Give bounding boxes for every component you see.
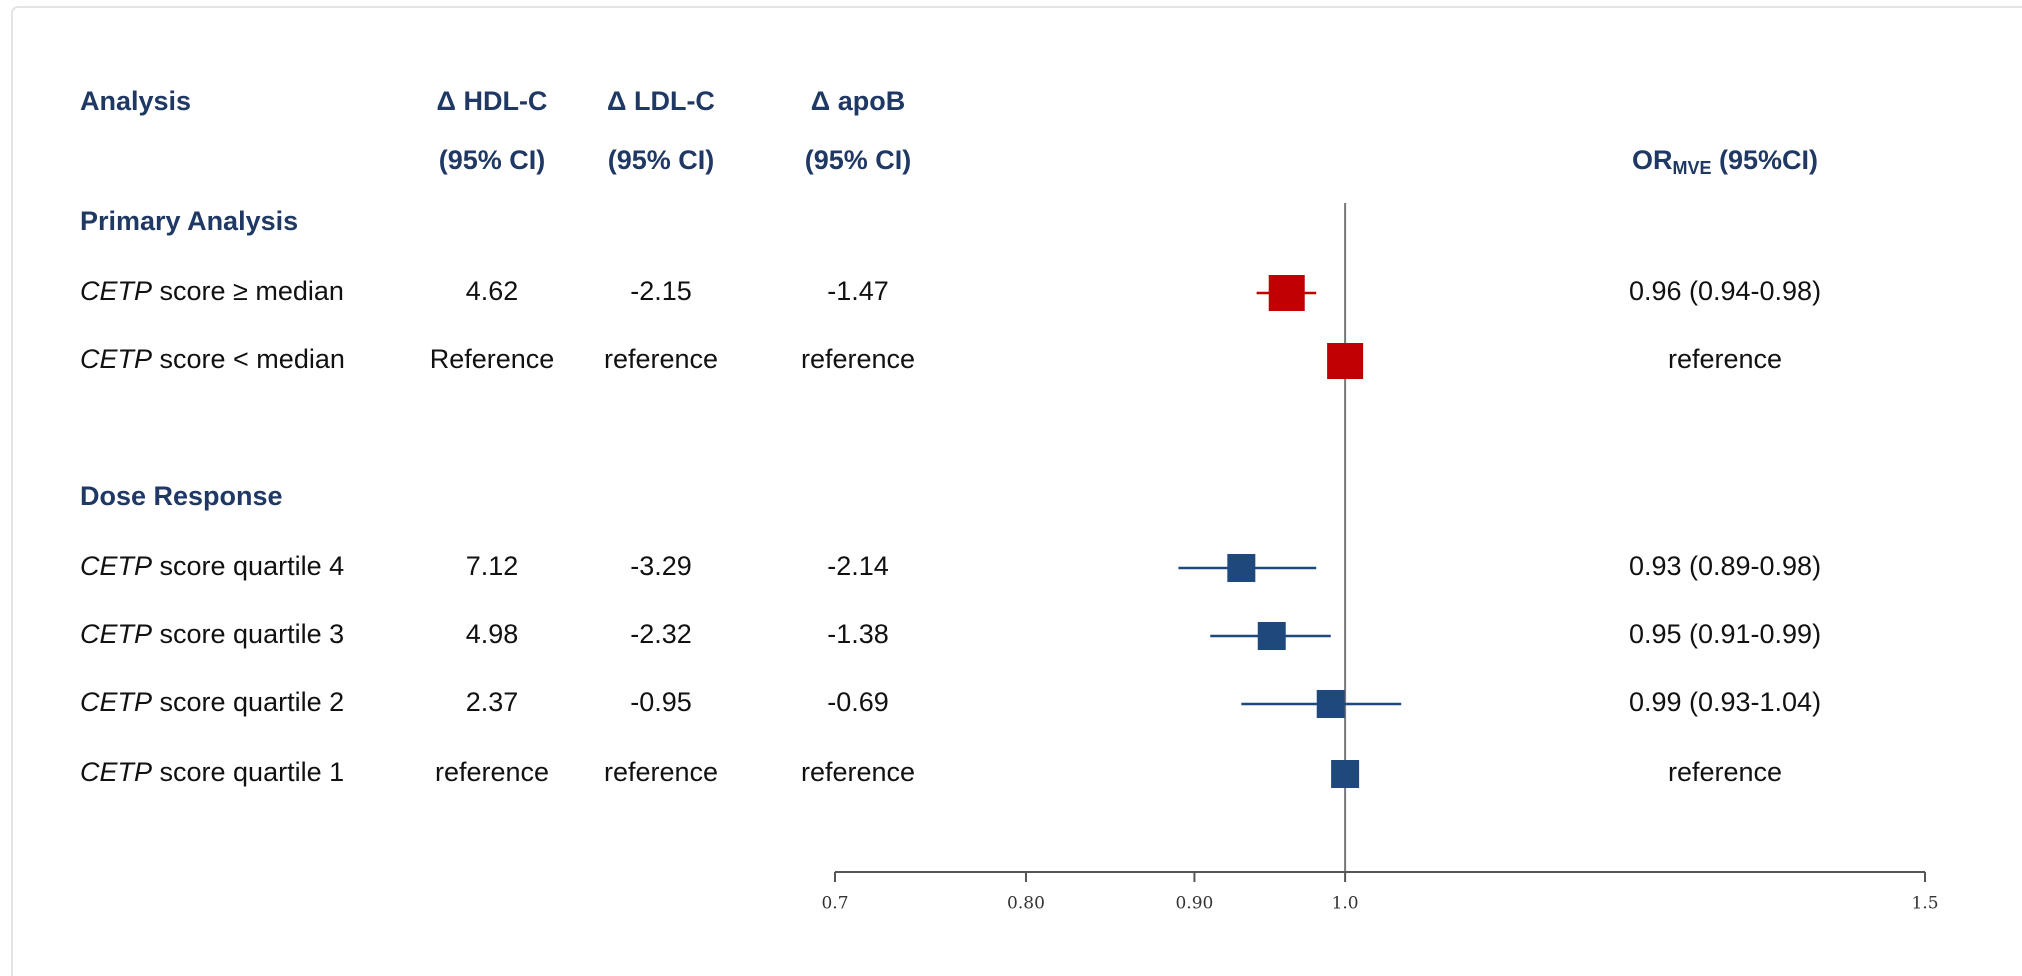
x-tick-label: 1.5 [1911,894,1938,914]
cell: reference [801,344,915,374]
x-tick-label: 0.7 [821,894,848,914]
column-subheader: (95% CI) [439,145,546,175]
row-label-rest: score quartile 1 [152,757,344,787]
estimate-marker [1268,275,1305,311]
or-text: 0.95 (0.91-0.99) [1629,619,1821,649]
row-label-rest: score quartile 3 [152,619,344,649]
row-label: CETP score quartile 3 [80,619,344,649]
cell: 2.37 [466,687,519,717]
cell: -0.95 [630,687,692,717]
row-label-gene: CETP [80,757,152,787]
or-text: 0.99 (0.93-1.04) [1629,687,1821,717]
cell: Reference [430,344,555,374]
column-header: Δ LDL-C [607,86,715,116]
or-header: ORMVE (95%CI) [1632,145,1818,178]
or-text: reference [1668,757,1782,787]
column-subheader: (95% CI) [805,145,912,175]
cell: 7.12 [466,551,519,581]
row-label-rest: score < median [152,344,345,374]
card [11,6,2022,976]
cell: reference [604,344,718,374]
estimate-marker [1331,760,1360,788]
or-text: 0.93 (0.89-0.98) [1629,551,1821,581]
estimate-marker [1227,554,1256,582]
column-subheader: (95% CI) [608,145,715,175]
row-label-gene: CETP [80,551,152,581]
cell: 4.98 [466,619,519,649]
cell: -1.38 [827,619,889,649]
cell: -0.69 [827,687,889,717]
or-text: 0.96 (0.94-0.98) [1629,276,1821,306]
row-label-rest: score ≥ median [152,276,344,306]
or-header-rest: (95%CI) [1711,145,1818,175]
cell: reference [435,757,549,787]
or-text: reference [1668,344,1782,374]
row-label-gene: CETP [80,344,152,374]
cell: 4.62 [466,276,519,306]
cell: reference [604,757,718,787]
cell: -1.47 [827,276,889,306]
row-label-gene: CETP [80,276,152,306]
cell: -2.15 [630,276,692,306]
cell: -2.14 [827,551,889,581]
cell: -3.29 [630,551,692,581]
estimate-marker [1327,343,1364,379]
column-header: Analysis [80,86,191,116]
x-tick-label: 1.0 [1332,894,1359,914]
row-label-rest: score quartile 2 [152,687,344,717]
row-label-rest: score quartile 4 [152,551,344,581]
column-header: Δ HDL-C [437,86,548,116]
cell: -2.32 [630,619,692,649]
row-label: CETP score quartile 2 [80,687,344,717]
row-label: CETP score < median [80,344,345,374]
or-header-main: OR [1632,145,1673,175]
row-label-gene: CETP [80,687,152,717]
column-header: Δ apoB [811,86,905,116]
or-header-sub: MVE [1672,158,1711,178]
x-tick-label: 0.90 [1175,894,1213,914]
cell: reference [801,757,915,787]
row-label-gene: CETP [80,619,152,649]
section-title: Primary Analysis [80,206,298,236]
section-title: Dose Response [80,481,283,511]
x-tick-label: 0.80 [1007,894,1045,914]
row-label: CETP score quartile 1 [80,757,344,787]
row-label: CETP score quartile 4 [80,551,344,581]
row-label: CETP score ≥ median [80,276,344,306]
estimate-marker [1316,690,1345,718]
estimate-marker [1257,622,1286,650]
